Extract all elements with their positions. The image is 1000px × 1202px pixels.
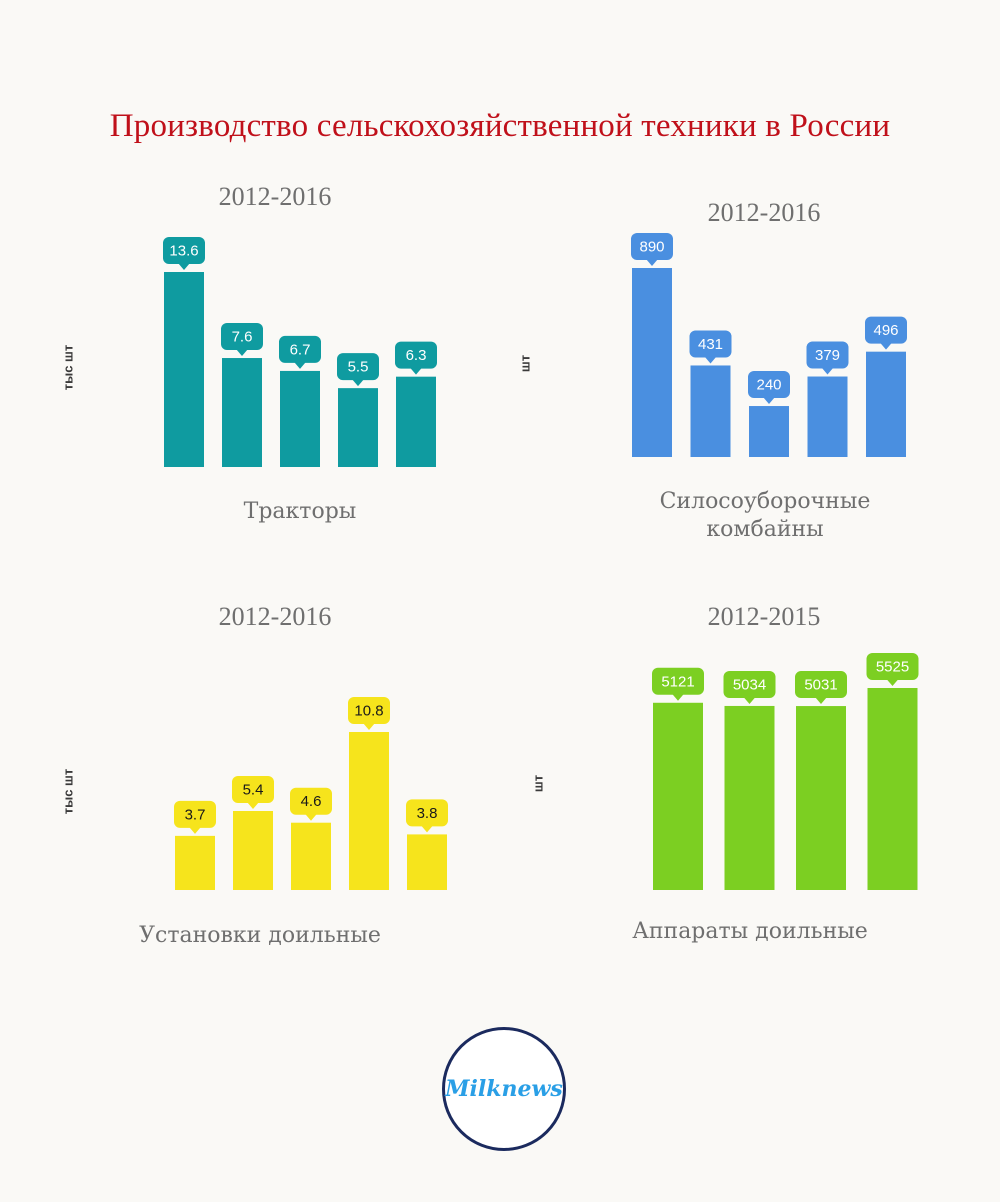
logo-text: Milknews — [445, 1076, 563, 1102]
chart-1: 890 431 240 379 496 — [631, 233, 907, 457]
data-label-box — [395, 341, 437, 369]
chart-title: Силосоуборочные комбайны — [659, 489, 871, 542]
bar — [796, 706, 846, 890]
data-label: 496 — [873, 322, 898, 339]
data-label-box — [279, 335, 321, 363]
bar — [653, 702, 703, 890]
bar — [749, 406, 789, 457]
data-label-pointer — [294, 361, 306, 369]
data-label: 13.6 — [169, 243, 198, 260]
data-label-pointer — [743, 696, 756, 704]
data-label: 5.4 — [243, 782, 264, 799]
chart-title: Тракторы — [243, 499, 357, 524]
bar — [291, 822, 331, 890]
bar — [632, 268, 672, 457]
chart-3: 5121 5034 5031 5525 — [652, 653, 919, 890]
data-label-pointer — [410, 367, 422, 375]
data-label-box — [865, 316, 907, 344]
data-label-box — [232, 776, 274, 803]
chart-2: 3.7 5.4 4.6 10.8 3.8 — [174, 697, 448, 890]
data-label: 6.3 — [406, 347, 427, 364]
data-label: 4.6 — [301, 793, 322, 810]
data-label-box — [689, 330, 732, 358]
data-label-box — [221, 323, 263, 351]
bar — [175, 835, 215, 890]
data-label-pointer — [236, 349, 248, 357]
data-label-box — [163, 237, 205, 264]
chart-title: Аппараты доильные — [632, 919, 868, 944]
milknews-logo: Milknews — [442, 1027, 566, 1151]
data-label-pointer — [672, 693, 684, 701]
bar — [724, 705, 775, 890]
data-label-box — [806, 341, 849, 369]
data-label-pointer — [421, 825, 433, 833]
data-label: 431 — [698, 336, 723, 353]
data-label-pointer — [704, 356, 717, 364]
data-label: 5121 — [661, 673, 694, 690]
data-label-box — [290, 787, 332, 815]
data-label-pointer — [880, 342, 892, 350]
data-label: 7.6 — [232, 329, 253, 346]
chart-period: 2012-2016 — [218, 182, 332, 211]
bar — [807, 376, 848, 457]
data-label-box — [748, 371, 790, 399]
chart-period: 2012-2016 — [707, 198, 821, 227]
data-label: 3.7 — [185, 806, 206, 823]
bar — [396, 376, 436, 467]
data-label-pointer — [352, 379, 364, 387]
bar — [338, 388, 378, 467]
data-label: 5.5 — [348, 359, 369, 376]
bar — [867, 688, 918, 890]
data-label-box — [795, 671, 847, 699]
data-label: 5525 — [876, 659, 909, 676]
data-label-box — [866, 653, 919, 680]
data-label-box — [348, 697, 390, 724]
data-label-box — [652, 667, 704, 695]
data-label-pointer — [363, 723, 375, 730]
data-label-box — [174, 800, 216, 828]
bar — [349, 732, 389, 890]
data-label-pointer — [247, 802, 259, 809]
data-label: 890 — [639, 239, 664, 256]
bar — [280, 370, 320, 467]
data-label: 3.8 — [417, 805, 438, 822]
data-label-box — [631, 233, 673, 260]
chart-title: Установки доильные — [139, 923, 381, 948]
data-label-pointer — [305, 813, 317, 821]
data-label-pointer — [646, 259, 658, 266]
data-label-pointer — [821, 367, 834, 375]
data-label-pointer — [763, 397, 775, 405]
data-label: 6.7 — [290, 341, 311, 358]
bar — [407, 834, 447, 890]
data-label: 379 — [815, 347, 840, 364]
bar — [233, 811, 273, 890]
data-label-box — [723, 670, 776, 698]
chart-period: 2012-2015 — [707, 602, 821, 631]
bar — [222, 358, 262, 467]
data-label-pointer — [886, 679, 899, 686]
data-label: 5031 — [804, 677, 837, 694]
data-label-pointer — [178, 263, 190, 270]
bar — [690, 365, 731, 457]
data-label-pointer — [815, 697, 827, 705]
data-label-pointer — [189, 826, 201, 834]
chart-period: 2012-2016 — [218, 602, 332, 631]
bar — [866, 351, 906, 457]
bar — [164, 272, 204, 467]
chart-0: 13.6 7.6 6.7 5.5 6.3 — [163, 237, 437, 467]
data-label: 5034 — [733, 676, 766, 693]
data-label: 240 — [756, 377, 781, 394]
data-label: 10.8 — [354, 703, 383, 720]
data-label-box — [337, 353, 379, 381]
page-title: Производство сельскохозяйственной техник… — [109, 108, 891, 144]
data-label-box — [406, 799, 448, 827]
